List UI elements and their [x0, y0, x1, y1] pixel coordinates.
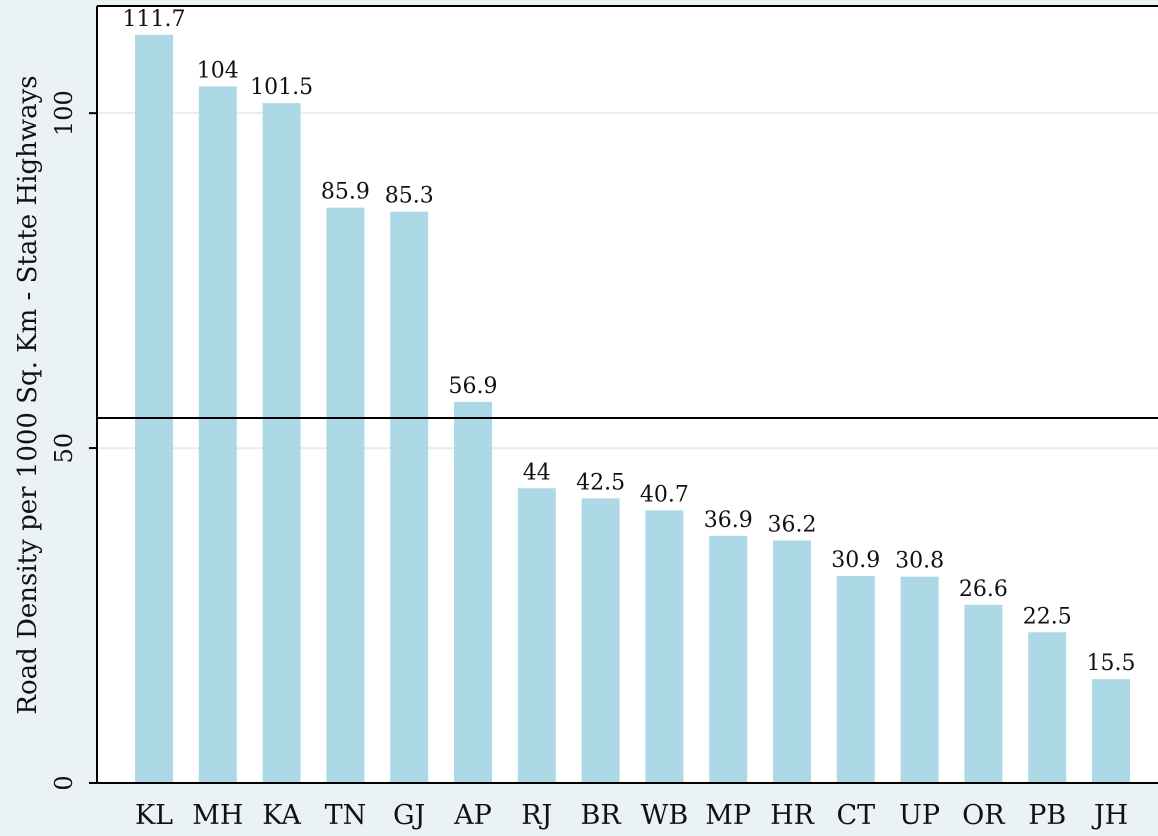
bar-ct [836, 576, 875, 783]
x-tick-label: MH [192, 800, 243, 831]
data-label: 56.9 [449, 374, 498, 399]
x-tick-label: TN [325, 800, 367, 831]
data-label: 42.5 [576, 470, 625, 495]
data-label: 26.6 [959, 577, 1008, 602]
x-tick-label: OR [962, 800, 1005, 831]
data-label: 36.9 [704, 508, 753, 533]
x-tick-label: GJ [393, 800, 425, 831]
x-tick-label: KL [135, 800, 173, 831]
data-label: 85.9 [321, 180, 370, 205]
bar-br [581, 498, 620, 783]
x-tick-label: PB [1028, 800, 1066, 831]
bar-gj [390, 211, 429, 783]
x-tick-label: MP [705, 800, 751, 831]
x-tick-label: WB [641, 800, 689, 831]
y-axis-title: Road Density per 1000 Sq. Km - State Hig… [13, 75, 43, 714]
bar-up [900, 576, 939, 783]
y-tick-label: 100 [50, 90, 78, 136]
bar-jh [1092, 679, 1130, 783]
data-label: 40.7 [640, 482, 689, 507]
x-tick-label: JH [1091, 800, 1128, 831]
bar-hr [773, 540, 811, 783]
x-tick-label: KA [262, 800, 301, 831]
bar-rj [517, 488, 556, 783]
data-label: 22.5 [1023, 604, 1072, 629]
y-axis-ticks: 0 50 100 [50, 90, 97, 791]
x-tick-label: AP [453, 800, 492, 831]
y-tick-label: 0 [50, 775, 78, 790]
data-label: 36.2 [768, 513, 817, 538]
data-label: 101.5 [250, 75, 313, 100]
x-axis-ticks: KL MH KA TN GJ AP RJ BR WB MP HR CT UP OR PB JH [135, 800, 1128, 831]
bar-kl [135, 34, 173, 783]
bar-pb [1028, 632, 1067, 783]
value-labels: 111.7 104 101.5 85.9 85.3 56.9 44 42.5 40.7 36.9 3… [123, 7, 1136, 676]
data-label: 30.8 [895, 549, 944, 574]
bar-mh [198, 86, 237, 783]
data-label: 30.9 [831, 548, 880, 573]
bar-ap [454, 401, 492, 783]
bar-or [964, 604, 1003, 783]
bar-ka [262, 103, 301, 783]
data-label: 111.7 [123, 7, 186, 32]
y-tick-label: 50 [50, 433, 78, 464]
bar-tn [326, 207, 365, 783]
data-label: 15.5 [1087, 651, 1136, 676]
bars [135, 34, 1130, 783]
x-tick-label: RJ [521, 800, 552, 831]
x-tick-label: HR [770, 800, 815, 831]
data-label: 85.3 [385, 184, 434, 209]
x-tick-label: BR [581, 800, 622, 831]
bar-wb [645, 510, 684, 783]
x-tick-label: UP [899, 800, 940, 831]
axes [89, 5, 1158, 784]
x-tick-label: CT [836, 800, 875, 831]
data-label: 104 [197, 58, 239, 83]
bar-mp [709, 535, 748, 783]
data-label: 44 [523, 460, 551, 485]
